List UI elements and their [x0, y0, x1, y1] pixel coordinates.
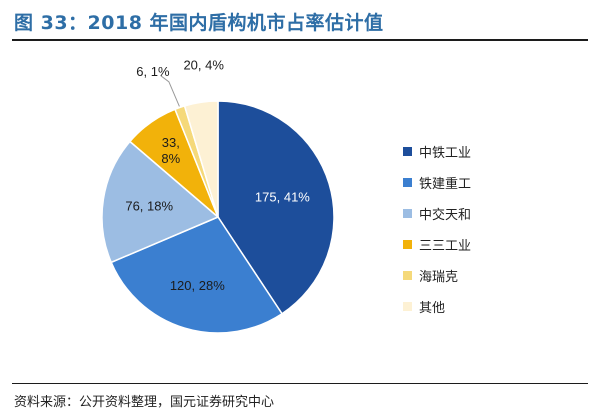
pie-slice-2	[110, 216, 284, 334]
data-label-1: 175, 41%	[255, 190, 310, 205]
legend-item-5: 海瑞克	[403, 260, 471, 291]
legend-label: 铁建重工	[419, 177, 472, 192]
legend-swatch	[403, 302, 412, 311]
pie-chart: 175, 41% 120, 28% 76, 18% 33, 8% 6, 1% 20, 4%	[101, 57, 335, 334]
legend-item-3: 中交天和	[403, 198, 471, 229]
data-label-2: 120, 28%	[170, 278, 225, 293]
legend-swatch	[403, 209, 412, 218]
legend-label: 中铁工业	[419, 146, 472, 161]
legend-swatch	[403, 178, 412, 187]
title-divider	[12, 39, 588, 41]
legend-swatch	[403, 271, 412, 280]
legend-swatch	[403, 147, 412, 156]
legend-swatch	[403, 240, 412, 249]
source-divider	[12, 383, 588, 384]
legend-item-6: 其他	[403, 291, 471, 322]
pie-slice-6	[183, 100, 219, 218]
legend: 中铁工业铁建重工中交天和三三工业海瑞克其他	[403, 136, 471, 322]
chart-title: 图 33：2018 年国内盾构机市占率估计值	[14, 12, 384, 34]
legend-label: 中交天和	[419, 208, 472, 223]
data-label-3: 76, 18%	[125, 198, 173, 213]
legend-item-4: 三三工业	[403, 229, 471, 260]
data-label-4: 33, 8%	[161, 135, 180, 166]
data-label-5: 6, 1%	[136, 64, 170, 79]
leader-line-5	[160, 75, 180, 107]
pie-slice-3	[101, 140, 220, 264]
data-label-6: 20, 4%	[183, 57, 224, 72]
source-note: 资料来源：公开资料整理，国元证券研究中心	[14, 395, 275, 410]
legend-label: 海瑞克	[419, 270, 459, 285]
legend-label: 三三工业	[419, 239, 472, 254]
legend-label: 其他	[419, 301, 446, 316]
legend-item-1: 中铁工业	[403, 136, 471, 167]
legend-item-2: 铁建重工	[403, 167, 471, 198]
